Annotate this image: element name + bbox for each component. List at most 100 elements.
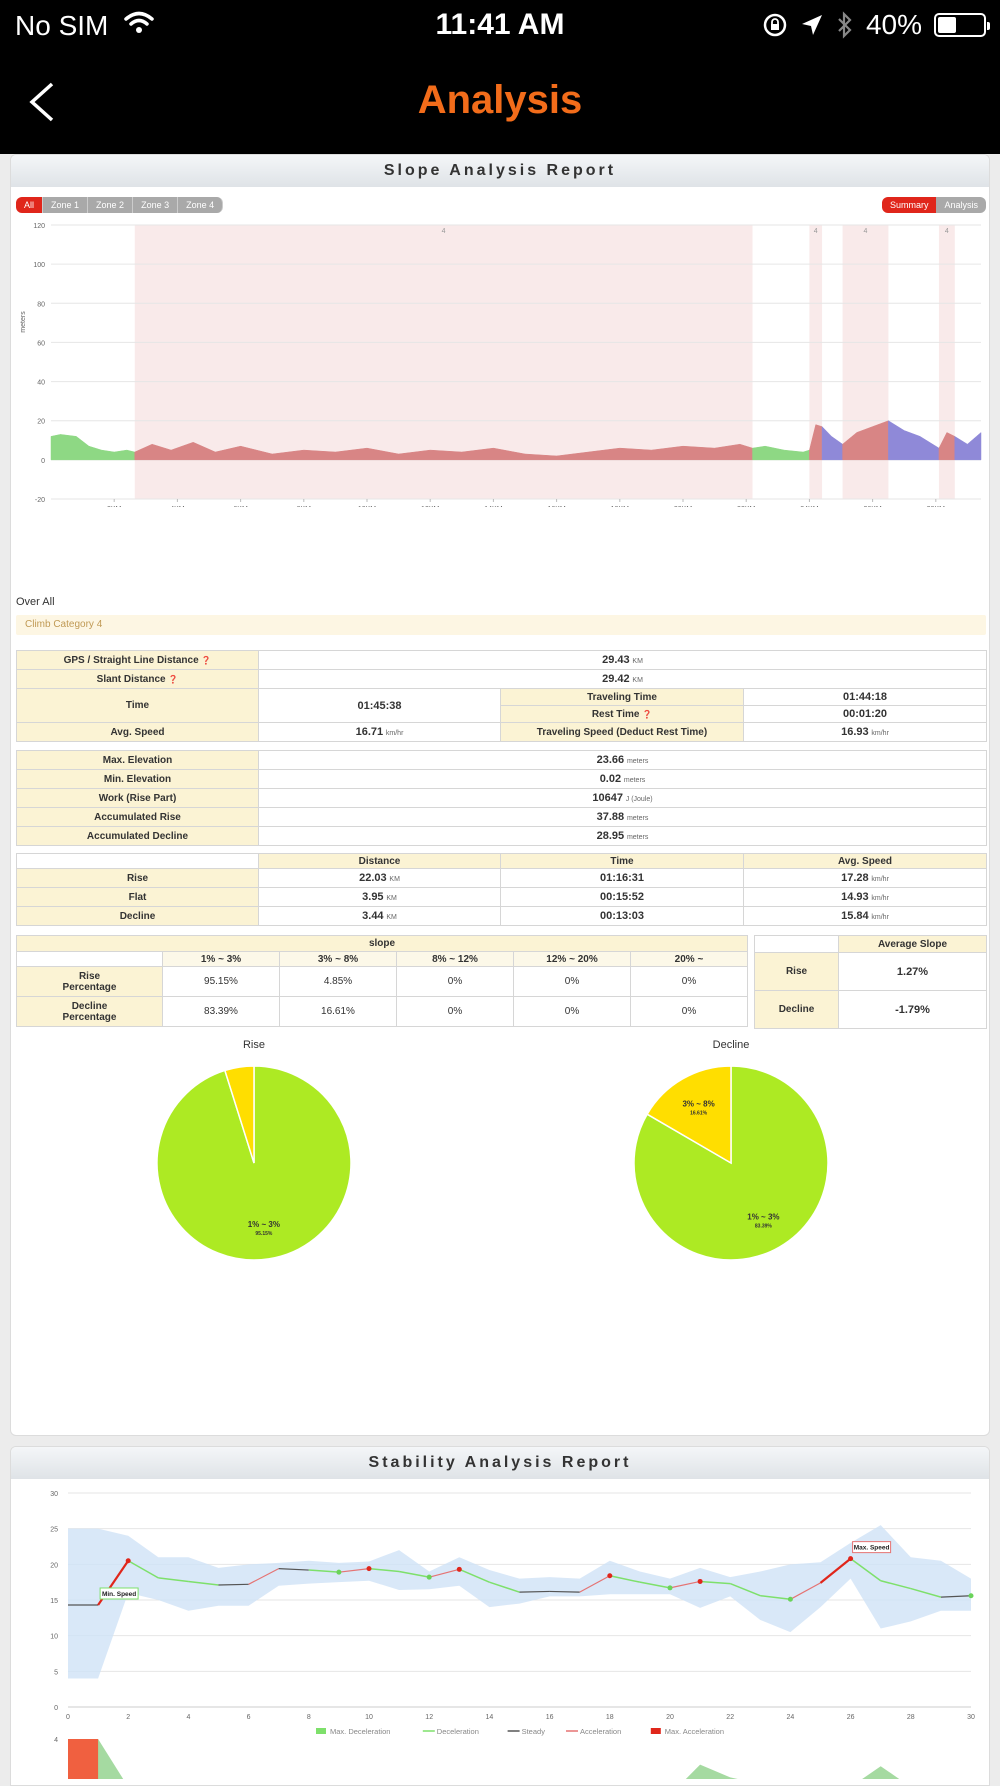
zone-tab-all[interactable]: All xyxy=(16,197,44,213)
speed-range-band xyxy=(68,1525,971,1679)
speed-line-segment xyxy=(278,1568,309,1571)
info-icon[interactable]: ❓ xyxy=(168,674,179,684)
x-tick-label: 24 xyxy=(787,1714,795,1721)
elevation-row-label: Work (Rise Part) xyxy=(16,788,259,808)
elevation-chart: 4 4 4 4 -20 0 20 40 60 80 100 120 meters 2KM 4KM 6KM 8KM… xyxy=(20,223,982,507)
x-tick-label: 18KM xyxy=(611,506,629,507)
x-tick-label: 18 xyxy=(606,1714,614,1721)
time-label: Time xyxy=(16,688,259,723)
table-row: Rise Percentage 95.15% 4.85% 0% 0% 0% xyxy=(16,966,748,997)
pie-slice-percent: 95.15% xyxy=(255,1231,273,1237)
elevation-row-label: Max. Elevation xyxy=(16,750,259,770)
climb-zone xyxy=(938,225,955,499)
legend-entry: Max. Acceleration xyxy=(665,1727,724,1736)
rest-time-value: 00:01:20 xyxy=(742,705,988,723)
rise-percentage-value: 4.85% xyxy=(279,966,397,997)
elevation-row-label: Accumulated Rise xyxy=(16,807,259,827)
elevation-row-label: Min. Elevation xyxy=(16,769,259,789)
slope-range-header: 12% ~ 20% xyxy=(513,951,631,967)
zone-tab-zone-3[interactable]: Zone 3 xyxy=(133,197,179,213)
x-tick-label: 12KM xyxy=(421,506,439,507)
x-tick-label: 22KM xyxy=(737,506,755,507)
info-icon[interactable]: ❓ xyxy=(642,709,653,719)
traveling-time-label: Traveling Time xyxy=(500,688,744,706)
terrain-speed: 14.93 km/hr xyxy=(743,887,987,907)
speed-line-segment xyxy=(579,1575,611,1593)
distance-table: GPS / Straight Line Distance ❓ 29.43 KM … xyxy=(16,650,988,742)
terrain-distance: 3.44 KM xyxy=(258,906,501,926)
table-row: Decline Percentage 83.39% 16.61% 0% 0% 0% xyxy=(16,996,748,1027)
clock: 11:41 AM xyxy=(435,8,565,41)
local-min-point xyxy=(336,1569,342,1575)
speed-line-segment xyxy=(729,1582,761,1597)
traveling-time-value: 01:44:18 xyxy=(742,688,988,706)
traveling-speed-label: Traveling Speed (Deduct Rest Time) xyxy=(500,722,744,742)
table-row: Flat 3.95 KM 00:15:52 14.93 km/hr xyxy=(16,887,987,907)
speed-line-segment xyxy=(940,1595,972,1598)
mode-tab-analysis[interactable]: Analysis xyxy=(936,197,986,213)
speed-line-segment xyxy=(127,1560,159,1579)
zone-tab-zone-1[interactable]: Zone 1 xyxy=(43,197,89,213)
elevation-segment-decline xyxy=(954,431,982,461)
pie-slice-label: 1% ~ 3% xyxy=(248,1220,280,1229)
zone-tab-zone-4[interactable]: Zone 4 xyxy=(178,197,224,213)
speed-line-segment xyxy=(790,1582,821,1600)
x-tick-label: 24KM xyxy=(800,506,818,507)
back-chevron-icon[interactable] xyxy=(24,80,64,124)
terrain-header: Avg. Speed xyxy=(743,853,987,869)
zone-tab-zone-2[interactable]: Zone 2 xyxy=(88,197,134,213)
speed-line-segment xyxy=(700,1580,731,1585)
terrain-row-label: Decline xyxy=(16,906,259,926)
info-icon[interactable]: ❓ xyxy=(201,655,212,665)
local-min-point xyxy=(426,1574,432,1580)
speed-line-segment xyxy=(158,1577,189,1583)
table-row: Accumulated Rise 37.88 meters xyxy=(16,807,987,827)
avg-slope-decline-label: Decline xyxy=(754,990,839,1029)
local-max-point xyxy=(366,1566,372,1572)
terrain-speed: 17.28 km/hr xyxy=(743,868,987,888)
max-acceleration-bar xyxy=(68,1739,99,1779)
table-row: GPS / Straight Line Distance ❓ 29.43 KM xyxy=(16,650,988,670)
speed-line-segment xyxy=(609,1575,641,1583)
local-max-point xyxy=(607,1573,613,1579)
stability-report-title: Stability Analysis Report xyxy=(11,1447,989,1479)
annotation-box xyxy=(99,1587,139,1600)
slope-title: slope xyxy=(16,935,748,952)
table-row: Accumulated Decline 28.95 meters xyxy=(16,826,987,846)
gps-distance-value: 29.43 KM xyxy=(257,650,988,670)
rise-pie-title: Rise xyxy=(242,1039,265,1051)
pie-slice xyxy=(223,1065,255,1164)
carrier-label: No SIM xyxy=(15,10,109,41)
x-tick-label: 16KM xyxy=(547,506,565,507)
y-tick-label: 25 xyxy=(50,1527,58,1534)
speed-line-segment xyxy=(218,1583,249,1586)
x-tick-label: 28 xyxy=(907,1714,915,1721)
terrain-header: Distance xyxy=(258,853,501,869)
y-tick-label: 10 xyxy=(50,1634,58,1641)
elevation-row-value: 23.66 meters xyxy=(258,750,987,770)
y-tick-label: 30 xyxy=(50,1491,58,1498)
speed-line-segment xyxy=(549,1590,580,1593)
y-axis-label: meters xyxy=(20,311,27,333)
rise-percentage-value: 0% xyxy=(396,966,514,997)
mode-tab-summary[interactable]: Summary xyxy=(881,197,937,213)
climb-zone-label: 4 xyxy=(945,228,949,235)
x-tick-label: 8 xyxy=(307,1714,311,1721)
speed-line-segment xyxy=(880,1580,911,1590)
status-bar: No SIM 11:41 AM 40% xyxy=(0,0,1000,50)
y-tick-label: 0 xyxy=(41,458,45,465)
zone-tabs: All Zone 1 Zone 2 Zone 3 Zone 4 xyxy=(16,197,224,213)
pie-slice-label: 1% ~ 3% xyxy=(747,1212,779,1221)
climb-zone-label: 4 xyxy=(814,228,818,235)
x-tick-label: 12 xyxy=(425,1714,433,1721)
slope-range-header: 1% ~ 3% xyxy=(162,951,280,967)
y-tick-label: 4 xyxy=(54,1737,58,1744)
y-tick-label: 100 xyxy=(33,262,45,269)
terrain-time: 01:16:31 xyxy=(500,868,744,888)
legend-entry: Steady xyxy=(522,1727,546,1736)
annotation: Min. Speed xyxy=(99,1587,139,1600)
elevation-row-value: 10647 J (Joule) xyxy=(258,788,987,808)
x-tick-label: 26 xyxy=(847,1714,855,1721)
speed-line-segment xyxy=(459,1568,490,1583)
time-value: 01:45:38 xyxy=(258,688,501,723)
